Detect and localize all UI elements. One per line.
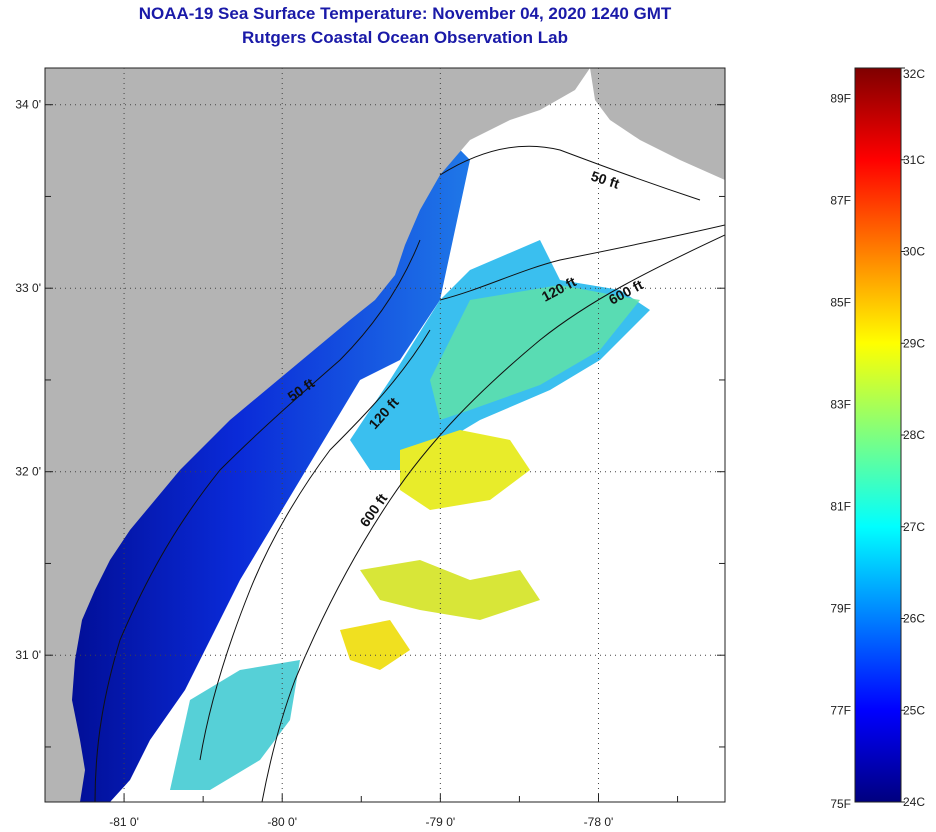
graticule <box>44 68 725 802</box>
warm-yellow-patch-1 <box>360 560 540 620</box>
colorbar-celsius-label: 32C <box>903 67 925 81</box>
map-frame <box>44 67 726 803</box>
colorbar-celsius-label: 25C <box>903 703 925 717</box>
lon-tick-label: -80 0' <box>267 815 297 829</box>
colorbar <box>854 67 902 803</box>
colorbar-fahrenheit-label: 77F <box>830 703 851 717</box>
warm-yellow-water <box>400 430 530 510</box>
colorbar-fahrenheit-label: 79F <box>830 601 851 615</box>
colorbar-fahrenheit-label: 83F <box>830 397 851 411</box>
map-canvas <box>45 68 725 802</box>
colorbar-fahrenheit-label: 87F <box>830 194 851 208</box>
south-shelf-water <box>170 660 300 790</box>
colorbar-celsius-label: 27C <box>903 520 925 534</box>
colorbar-celsius-label: 26C <box>903 612 925 626</box>
lat-tick-label: 32 0' <box>15 465 41 479</box>
land-mass <box>45 68 590 802</box>
land-northeast <box>590 68 725 180</box>
colorbar-celsius-label: 29C <box>903 336 925 350</box>
contour-50ft <box>94 145 701 802</box>
lon-tick-label: -81 0' <box>109 815 139 829</box>
colorbar-celsius-label: 31C <box>903 153 925 167</box>
lon-tick-label: -79 0' <box>426 815 456 829</box>
axis-labels: 31 0' 32 0' 33 0' 34 0' -81 0' -80 0' -79 0' -7… <box>15 98 613 829</box>
lon-tick-label: -78 0' <box>584 815 614 829</box>
colorbar-fahrenheit-label: 85F <box>830 295 851 309</box>
warm-yellow-patch-2 <box>340 620 410 670</box>
lat-tick-label: 34 0' <box>15 98 41 112</box>
map-title: NOAA-19 Sea Surface Temperature: Novembe… <box>138 4 672 23</box>
colorbar-fahrenheit-label: 75F <box>830 797 851 811</box>
contour-600ft <box>261 234 725 802</box>
colorbar-fahrenheit-label: 89F <box>830 92 851 106</box>
colorbar-labels: 32C 31C 30C 29C 28C 27C 26C 25C 24C 89F 87F 85F 83F 8… <box>830 67 925 811</box>
warm-green-water <box>430 285 640 420</box>
colorbar-celsius-label: 28C <box>903 428 925 442</box>
colorbar-fahrenheit-label: 81F <box>830 499 851 513</box>
lat-tick-label: 31 0' <box>15 648 41 662</box>
colorbar-celsius-label: 30C <box>903 245 925 259</box>
contour-120ft <box>199 224 725 761</box>
lat-tick-label: 33 0' <box>15 281 41 295</box>
colorbar-celsius-label: 24C <box>903 795 925 809</box>
map-subtitle: Rutgers Coastal Ocean Observation Lab <box>242 28 568 47</box>
